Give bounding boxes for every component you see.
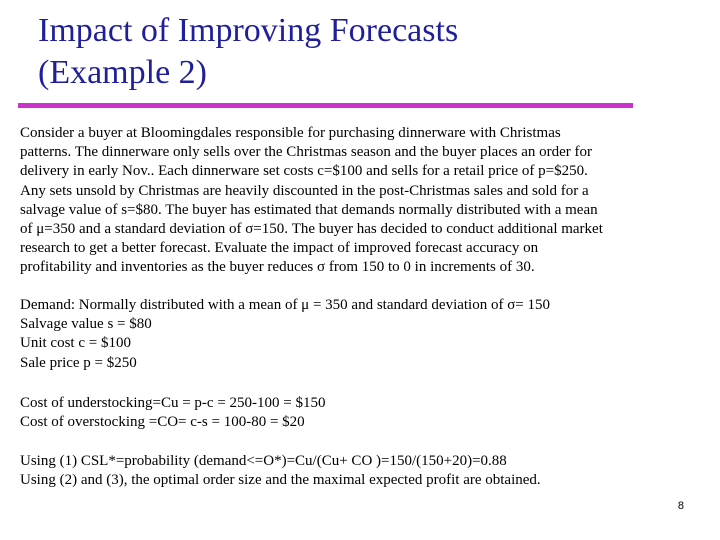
intro-line: salvage value of s=$80. The buyer has es… (20, 201, 598, 218)
title-underline-divider (18, 103, 633, 108)
cost-line: Cost of overstocking =CO= c-s = 100-80 =… (20, 414, 305, 431)
intro-line: patterns. The dinnerware only sells over… (20, 144, 593, 161)
intro-line: of μ=350 and a standard deviation of σ=1… (20, 221, 603, 238)
parameter-line: Sale price p = $250 (20, 354, 137, 371)
page-title: Impact of Improving Forecasts (Example 2… (38, 10, 458, 94)
page-number: 8 (677, 500, 684, 512)
cost-line: Cost of understocking=Cu = p-c = 250-100… (20, 395, 326, 411)
solution-line: Using (1) CSL*=probability (demand<=O*)=… (20, 453, 507, 469)
title-line-2: (Example 2) (38, 54, 207, 91)
parameter-line: Salvage value s = $80 (20, 316, 152, 333)
intro-line: delivery in early Nov.. Each dinnerware … (20, 163, 588, 180)
costs-block: Cost of understocking=Cu = p-c = 250-100… (20, 394, 700, 432)
title-line-1: Impact of Improving Forecasts (38, 12, 459, 49)
solution-block: Using (1) CSL*=probability (demand<=O*)=… (20, 452, 700, 490)
problem-description: Consider a buyer at Bloomingdales respon… (20, 124, 700, 278)
parameter-line: Unit cost c = $100 (20, 335, 131, 352)
intro-line: Any sets unsold by Christmas are heavily… (20, 182, 589, 199)
parameter-line: Demand: Normally distributed with a mean… (20, 297, 551, 313)
intro-line: profitability and inventories as the buy… (20, 259, 535, 276)
intro-line: Consider a buyer at Bloomingdales respon… (20, 125, 561, 141)
parameters-block: Demand: Normally distributed with a mean… (20, 296, 700, 373)
intro-line: research to get a better forecast. Evalu… (20, 240, 539, 257)
solution-line: Using (2) and (3), the optimal order siz… (20, 472, 541, 489)
